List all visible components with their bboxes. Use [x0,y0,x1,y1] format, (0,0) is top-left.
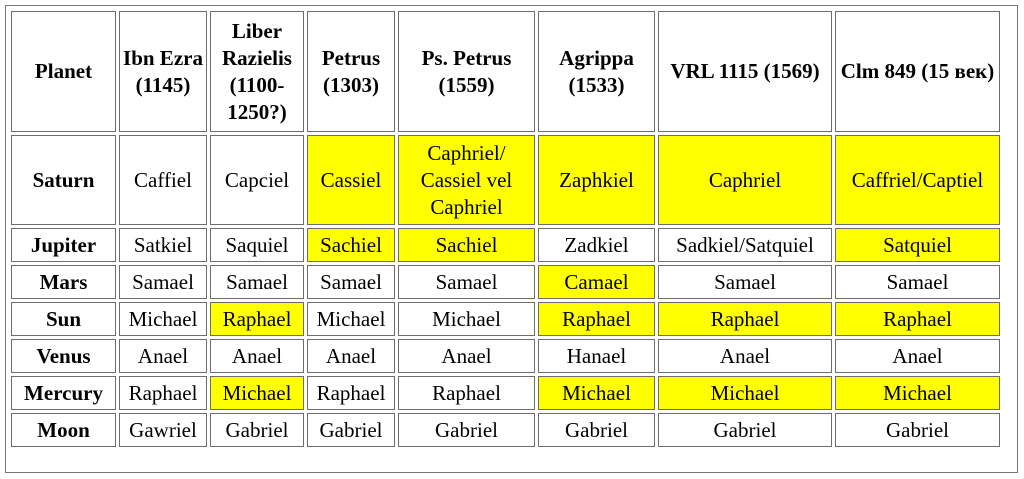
table-cell: Gabriel [835,413,1000,447]
table-cell: Gabriel [307,413,395,447]
table-cell: Raphael [398,376,535,410]
planet-name: Mercury [11,376,116,410]
table-cell: Anael [398,339,535,373]
table-cell: Raphael [210,302,304,336]
table-cell: Hanael [538,339,655,373]
table-cell: Sachiel [307,228,395,262]
table-cell: Caphriel [658,135,832,225]
column-header: Petrus (1303) [307,11,395,132]
table-row: Saturn Caffiel Capciel Cassiel Caphriel/… [11,135,1000,225]
planet-name: Moon [11,413,116,447]
table-cell: Samael [835,265,1000,299]
table-cell: Raphael [307,376,395,410]
table-cell: Samael [658,265,832,299]
table-cell: Capciel [210,135,304,225]
column-header: VRL 1115 (1569) [658,11,832,132]
planet-name: Jupiter [11,228,116,262]
table-row: Jupiter Satkiel Saquiel Sachiel Sachiel … [11,228,1000,262]
table-cell: Raphael [538,302,655,336]
table-cell: Michael [538,376,655,410]
table-cell: Zadkiel [538,228,655,262]
table-row: Venus Anael Anael Anael Anael Hanael Ana… [11,339,1000,373]
table-cell: Gabriel [210,413,304,447]
table-cell: Gabriel [538,413,655,447]
table-cell: Anael [658,339,832,373]
column-header: Planet [11,11,116,132]
table-cell: Saquiel [210,228,304,262]
planet-name: Saturn [11,135,116,225]
table-cell: Anael [835,339,1000,373]
column-header: Liber Razielis (1100-1250?) [210,11,304,132]
table-cell: Raphael [658,302,832,336]
column-header: Ps. Petrus (1559) [398,11,535,132]
column-header: Ibn Ezra (1145) [119,11,207,132]
table-cell: Zaphkiel [538,135,655,225]
table-cell: Michael [119,302,207,336]
table-cell: Samael [210,265,304,299]
table-cell: Michael [835,376,1000,410]
table-cell: Satquiel [835,228,1000,262]
table-cell: Samael [119,265,207,299]
planet-name: Venus [11,339,116,373]
table-cell: Sadkiel/Satquiel [658,228,832,262]
table-row: Mars Samael Samael Samael Samael Camael … [11,265,1000,299]
planet-name: Mars [11,265,116,299]
table-cell: Michael [210,376,304,410]
header-row: Planet Ibn Ezra (1145) Liber Razielis (1… [11,11,1000,132]
table-cell: Caffriel/Captiel [835,135,1000,225]
table-cell: Satkiel [119,228,207,262]
planet-name: Sun [11,302,116,336]
table-row: Mercury Raphael Michael Raphael Raphael … [11,376,1000,410]
table-cell: Caffiel [119,135,207,225]
table-row: Moon Gawriel Gabriel Gabriel Gabriel Gab… [11,413,1000,447]
table-row: Sun Michael Raphael Michael Michael Raph… [11,302,1000,336]
table-cell: Samael [307,265,395,299]
table-cell: Michael [658,376,832,410]
table-cell: Caphriel/ Cassiel vel Caphriel [398,135,535,225]
table-cell: Camael [538,265,655,299]
table-cell: Anael [307,339,395,373]
planet-angels-table: Planet Ibn Ezra (1145) Liber Razielis (1… [8,8,1003,450]
table-cell: Cassiel [307,135,395,225]
table-cell: Anael [210,339,304,373]
table-cell: Michael [398,302,535,336]
table-cell: Michael [307,302,395,336]
table-cell: Samael [398,265,535,299]
table-cell: Raphael [835,302,1000,336]
table-frame: Planet Ibn Ezra (1145) Liber Razielis (1… [5,5,1018,473]
table-cell: Gabriel [398,413,535,447]
column-header: Agrippa (1533) [538,11,655,132]
table-cell: Gabriel [658,413,832,447]
table-cell: Anael [119,339,207,373]
table-cell: Gawriel [119,413,207,447]
column-header: Clm 849 (15 век) [835,11,1000,132]
table-cell: Raphael [119,376,207,410]
table-cell: Sachiel [398,228,535,262]
